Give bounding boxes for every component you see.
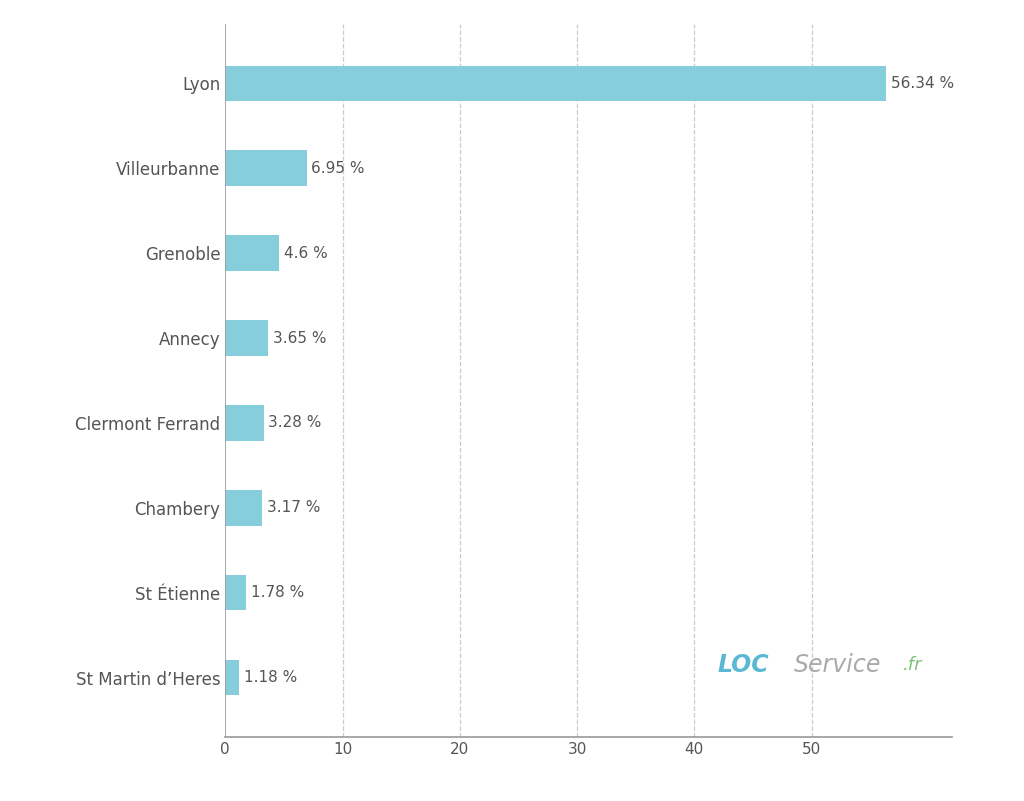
Text: 3.65 %: 3.65 % (272, 331, 327, 345)
Text: LOC: LOC (718, 653, 769, 677)
Text: 3.17 %: 3.17 % (267, 501, 321, 515)
Bar (225, 405, 264, 441)
Bar (225, 320, 268, 356)
Text: 6.95 %: 6.95 % (311, 161, 365, 175)
Bar (225, 235, 280, 271)
Bar (225, 660, 240, 695)
Bar (225, 151, 307, 186)
Text: .fr: .fr (903, 656, 923, 674)
Text: 56.34 %: 56.34 % (891, 76, 953, 91)
Text: 1.18 %: 1.18 % (244, 670, 297, 685)
Text: 4.6 %: 4.6 % (284, 246, 328, 260)
Bar (225, 66, 886, 101)
Text: Service: Service (794, 653, 882, 677)
Text: 1.78 %: 1.78 % (251, 586, 304, 600)
Bar (225, 490, 262, 525)
Text: 3.28 %: 3.28 % (268, 416, 322, 430)
Bar (225, 575, 246, 610)
